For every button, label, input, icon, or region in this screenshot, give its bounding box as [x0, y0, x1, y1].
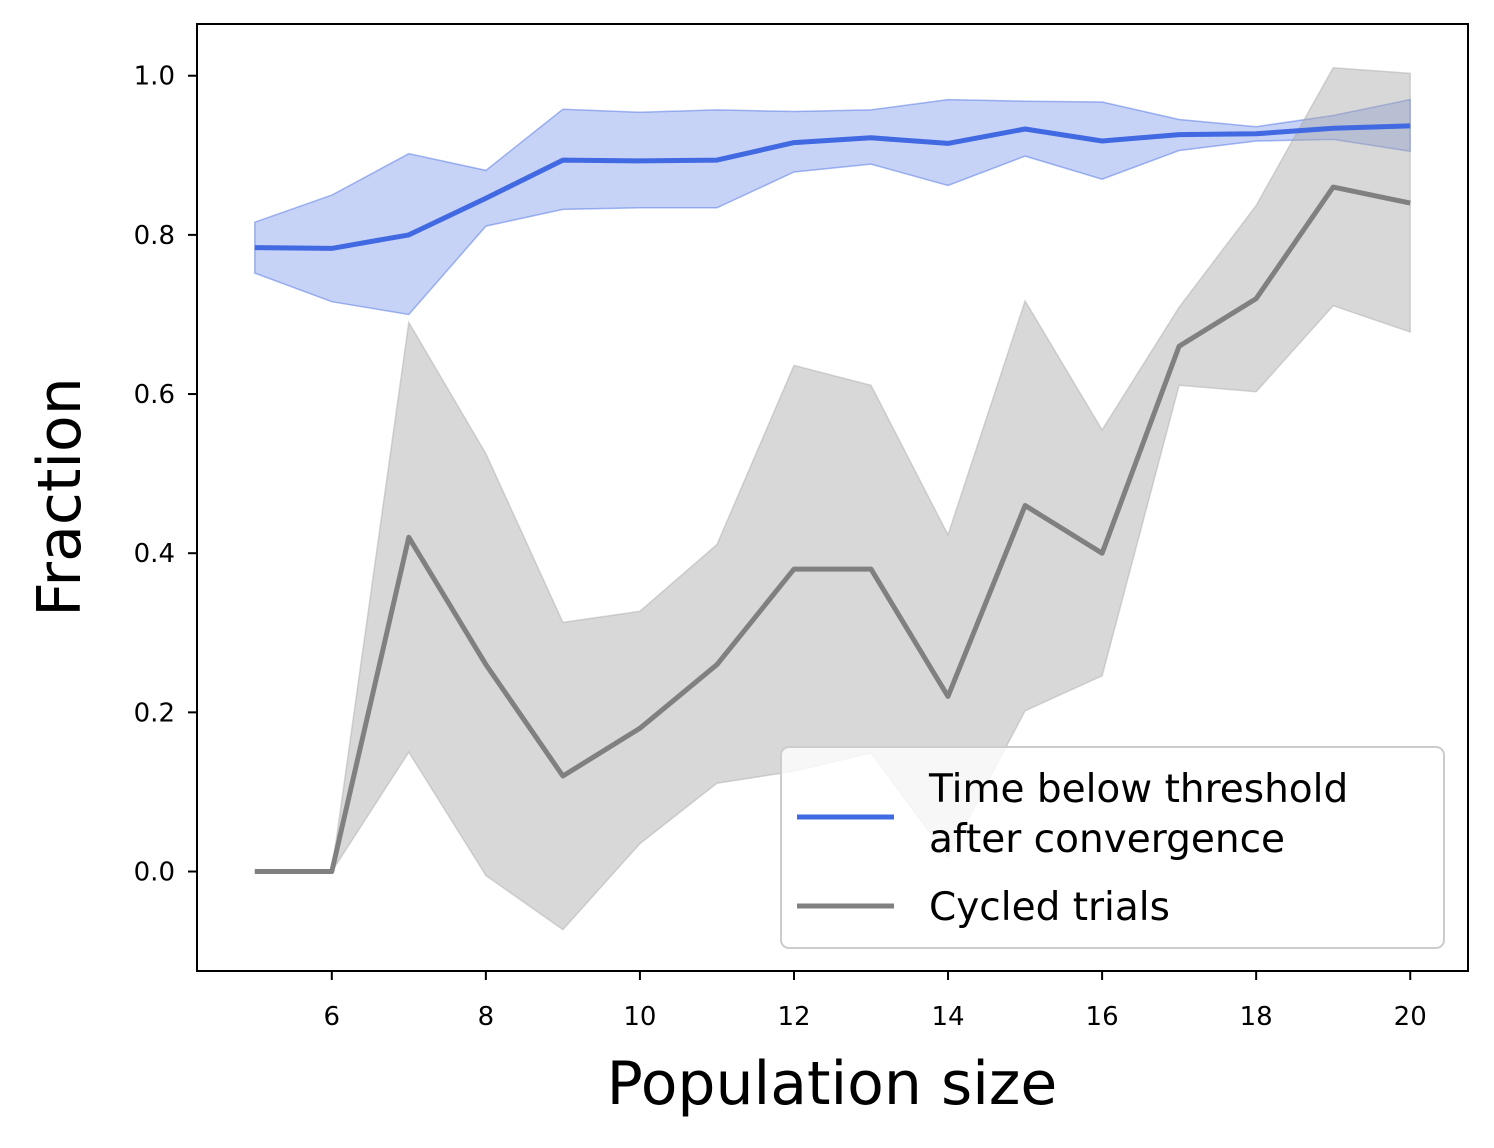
legend-label-cycled-trials: Cycled trials [929, 885, 1170, 930]
y-tick-label: 1.0 [134, 62, 175, 92]
legend: Time below threshold after convergence C… [780, 746, 1445, 949]
x-tick-label: 8 [478, 1002, 495, 1032]
line-cycled-trials [254, 184, 1411, 874]
legend-label-after-convergence: after convergence [929, 817, 1285, 862]
y-tick-label: 0.6 [134, 380, 175, 410]
x-axis-label: Population size [607, 1049, 1058, 1119]
x-tick-label: 18 [1240, 1002, 1273, 1032]
y-axis-ticks: 0.0 0.2 0.4 0.6 0.8 1.0 [134, 62, 197, 888]
y-tick-label: 0.0 [134, 858, 175, 888]
line-time-below-threshold-after-convergence [254, 123, 1411, 251]
plot-frame [196, 23, 1469, 972]
y-axis-label: Fraction [25, 377, 95, 617]
x-tick-label: 6 [324, 1002, 341, 1032]
legend-box [780, 746, 1445, 949]
x-tick-label: 10 [623, 1002, 656, 1032]
x-axis-ticks: 6 8 10 12 14 16 18 20 [324, 971, 1427, 1032]
y-tick-label: 0.8 [134, 221, 175, 251]
band-time-below-threshold-after-convergence [254, 98, 1411, 316]
x-tick-label: 16 [1086, 1002, 1119, 1032]
y-tick-label: 0.4 [134, 539, 175, 569]
series-lines [254, 123, 1411, 874]
y-tick-label: 0.2 [134, 698, 175, 728]
x-tick-label: 12 [777, 1002, 810, 1032]
legend-label-time-below-threshold: Time below threshold [928, 767, 1348, 812]
x-tick-label: 14 [931, 1002, 964, 1032]
x-tick-label: 20 [1394, 1002, 1427, 1032]
